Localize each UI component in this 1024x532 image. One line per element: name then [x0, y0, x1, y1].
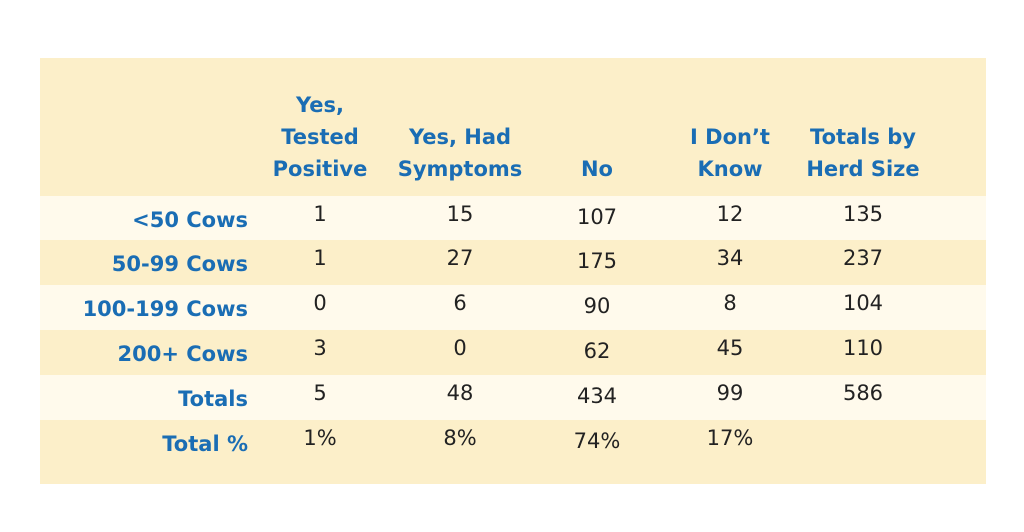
row-label: 100-199 Cows	[82, 297, 248, 321]
column-header: No	[580, 157, 613, 181]
table-cell: 586	[842, 381, 884, 405]
row-label: Totals	[178, 387, 248, 411]
table-cell: 1	[313, 246, 327, 270]
table-cell: 27	[446, 246, 474, 270]
column-header: Know	[697, 157, 763, 181]
table-cell: 175	[576, 249, 618, 273]
column-header: Yes,	[296, 93, 344, 117]
table-cell: 1	[313, 202, 327, 226]
table-cell: 45	[716, 336, 744, 360]
row-label: 50-99 Cows	[111, 252, 248, 276]
table-cell: 15	[446, 202, 474, 226]
column-header: Symptoms	[397, 157, 523, 181]
row-label: 200+ Cows	[117, 342, 248, 366]
table-cell: 434	[576, 384, 618, 408]
table-cell: 8	[723, 291, 737, 315]
table-cell: 6	[453, 291, 467, 315]
table-cell: 74%	[573, 429, 621, 453]
table-cell: 48	[446, 381, 474, 405]
table-row	[40, 196, 986, 240]
row-label: Total %	[162, 432, 248, 456]
table-cell: 237	[842, 246, 884, 270]
table-cell: 12	[716, 202, 744, 226]
row-label: <50 Cows	[132, 208, 248, 232]
table-cell: 0	[453, 336, 467, 360]
table-cell: 3	[313, 336, 327, 360]
column-header: Totals by	[810, 125, 916, 149]
column-header: Herd Size	[806, 157, 920, 181]
table-cell: 34	[716, 246, 744, 270]
column-header: Yes, Had	[408, 125, 512, 149]
table-cell: 0	[313, 291, 327, 315]
table-row	[40, 420, 986, 484]
table-row	[40, 330, 986, 375]
table-cell: 107	[576, 205, 618, 229]
table-cell: 62	[583, 339, 611, 363]
table-cell: 17%	[706, 426, 754, 450]
column-header: I Don’t	[690, 125, 770, 149]
table-panel: Yes, Tested Positive Yes, Had Symptoms No I Do…	[40, 58, 986, 484]
table-cell: 90	[583, 294, 611, 318]
column-header: Positive	[272, 157, 368, 181]
table-row	[40, 285, 986, 330]
table-cell: 135	[842, 202, 884, 226]
table-cell: 5	[313, 381, 327, 405]
table-cell: 104	[842, 291, 884, 315]
table-row	[40, 375, 986, 420]
column-header: Tested	[281, 125, 359, 149]
table-cell: 99	[716, 381, 744, 405]
table-cell: 110	[842, 336, 884, 360]
table-row	[40, 240, 986, 285]
table-cell: 1%	[303, 426, 337, 450]
table-cell: 8%	[443, 426, 477, 450]
